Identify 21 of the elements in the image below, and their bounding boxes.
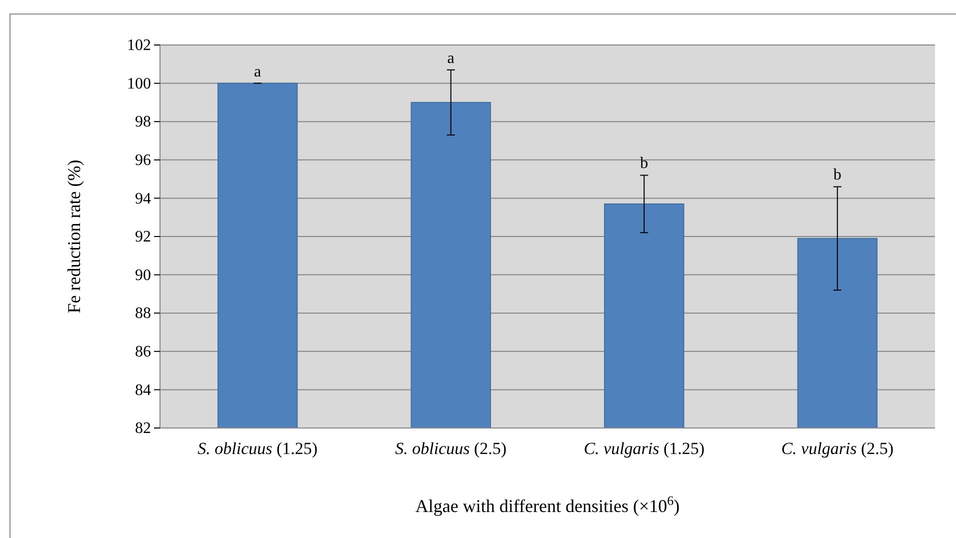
y-tick-label: 82	[135, 420, 151, 438]
annotation: b	[833, 166, 842, 184]
y-tick-label: 86	[135, 344, 151, 361]
x-axis-title: Algae with different densities (×10$^{6}$)	[415, 492, 680, 516]
y-tick-label: 92	[135, 228, 151, 246]
x-tick-label: S. oblicuus (1.25)	[198, 439, 318, 458]
y-tick-label: 88	[135, 305, 151, 322]
x-tick-label: C. vulgaris (2.5)	[781, 439, 894, 458]
annotation: a	[447, 50, 454, 67]
y-tick-label: 100	[127, 75, 151, 92]
annotation: a	[254, 63, 262, 80]
y-tick-label: 102	[127, 37, 151, 54]
y-tick-label: 90	[135, 266, 151, 284]
x-tick-label: S. oblicuus (2.5)	[395, 439, 507, 458]
annotation: b	[640, 155, 648, 172]
y-tick-label: 96	[135, 152, 151, 170]
y-tick-label: 94	[135, 190, 151, 208]
y-tick-label: 98	[135, 114, 151, 131]
y-tick-label: 84	[135, 382, 151, 399]
y-axis-title: Fe reduction rate (%)	[64, 160, 84, 314]
x-tick-label: C. vulgaris (1.25)	[584, 439, 705, 458]
